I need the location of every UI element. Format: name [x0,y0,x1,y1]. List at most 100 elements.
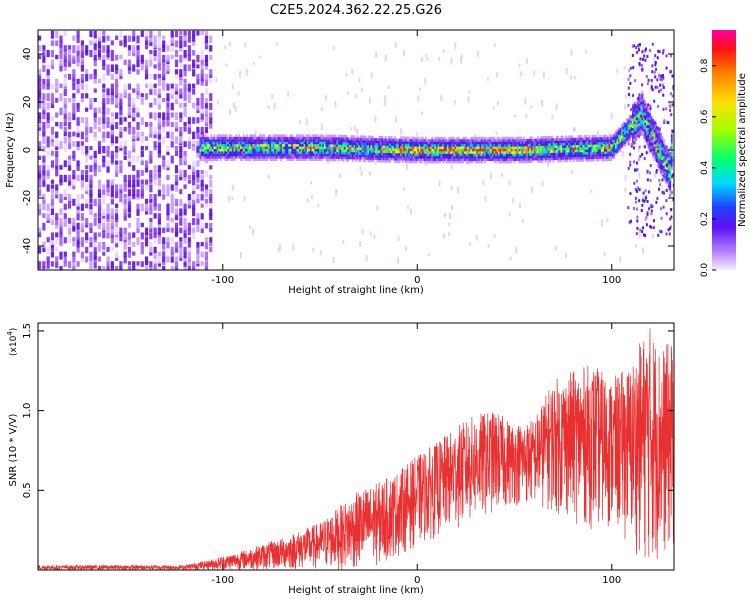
heatmap-cell [521,148,524,152]
heatmap-cell [42,203,46,211]
heatmap-cell [510,151,513,154]
heatmap-cell [299,156,301,159]
heatmap-cell [356,154,359,158]
heatmap-cell [423,156,426,159]
heatmap-cell [653,148,656,152]
heatmap-cell [629,163,632,167]
heatmap-cell [457,148,460,152]
heatmap-cell [50,126,55,135]
heatmap-cell [629,66,632,70]
heatmap-cell [495,151,497,154]
heatmap-cell [144,45,149,50]
heatmap-cell [299,158,301,161]
heatmap-cell [666,167,669,170]
heatmap-cell [166,107,170,113]
heatmap-cell [566,147,569,151]
heatmap-cell [579,142,581,146]
heatmap-cell [252,151,255,154]
heatmap-cell [102,93,106,98]
heatmap-cell [157,261,162,267]
heatmap-cell [330,146,332,150]
heatmap-cell [577,152,580,155]
heatmap-cell [127,45,132,51]
heatmap-cell [516,139,519,142]
heatmap-cell [649,124,651,128]
heatmap-cell [132,146,136,153]
heatmap-cell [119,232,123,238]
heatmap-cell [650,78,653,82]
heatmap-cell [537,160,539,163]
heatmap-cell [106,107,110,115]
heatmap-cell [192,198,196,206]
heatmap-cell [309,139,312,142]
heatmap-cell [543,148,546,151]
heatmap-cell [348,149,351,153]
heatmap-cell [89,189,93,197]
heatmap-cell [384,54,387,62]
heatmap-cell [309,151,312,154]
heatmap-cell [389,152,392,156]
heatmap-cell [106,64,110,73]
heatmap-cell [110,83,114,91]
heatmap-cell [524,160,527,164]
heatmap-cell [404,155,407,159]
heatmap-cell [569,149,572,153]
heatmap-cell [288,144,290,147]
heatmap-cell [438,56,441,61]
heatmap-cell [477,153,480,157]
heatmap-cell [356,156,359,160]
heatmap-cell [288,146,290,149]
heatmap-cell [565,135,567,139]
heatmap-cell [431,151,434,154]
heatmap-cell [372,147,374,151]
heatmap-cell [360,170,363,176]
heatmap-cell [221,153,224,157]
heatmap-cell [288,141,290,145]
heatmap-cell [659,132,662,136]
heatmap-cell [641,104,644,107]
heatmap-cell [393,150,396,154]
heatmap-cell [255,148,258,152]
heatmap-cell [656,131,659,134]
heatmap-cell [648,138,651,142]
heatmap-cell [42,242,46,249]
heatmap-cell [547,157,550,161]
heatmap-cell [443,213,446,218]
heatmap-cell [370,154,373,158]
heatmap-cell [448,232,451,237]
heatmap-cell [179,93,183,99]
heatmap-cell [467,141,469,145]
heatmap-cell [241,156,244,159]
heatmap-cell [670,129,673,133]
heatmap-cell [59,174,63,183]
heatmap-cell [362,147,365,151]
heatmap-cell [166,208,170,216]
heatmap-cell [651,64,654,68]
heatmap-cell [46,102,50,110]
heatmap-cell [157,146,162,154]
heatmap-cell [401,155,404,159]
heatmap-cell [644,110,647,113]
heatmap-cell [435,160,438,164]
heatmap-cell [249,225,252,229]
heatmap-cell [46,203,50,212]
heatmap-cell [421,144,424,147]
heatmap-cell [493,158,496,161]
heatmap-cell [383,152,385,156]
heatmap-cell [446,156,449,159]
heatmap-cell [463,148,466,152]
heatmap-cell [625,135,628,138]
heatmap-cell [417,95,420,102]
heatmap-cell [451,139,454,142]
heatmap-cell [38,98,42,104]
heatmap-cell [510,153,513,157]
heatmap-cell [271,146,273,149]
heatmap-cell [656,133,659,137]
heatmap-cell [209,189,213,195]
heatmap-cell [376,205,379,211]
heatmap-cell [379,140,382,144]
heatmap-cell [383,159,385,163]
heatmap-cell [445,146,448,149]
heatmap-cell [305,156,308,159]
heatmap-cell [228,42,231,47]
